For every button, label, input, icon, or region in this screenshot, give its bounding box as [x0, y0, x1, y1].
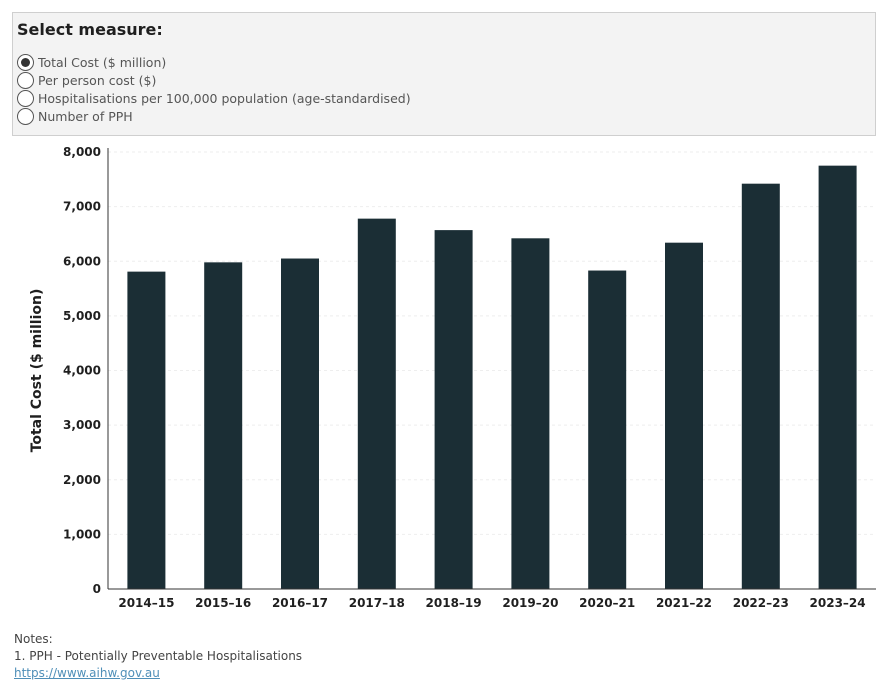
y-tick-label: 4,000 — [63, 364, 101, 378]
bar[interactable] — [127, 271, 166, 589]
option-label-total-cost: Total Cost ($ million) — [38, 54, 167, 70]
bar[interactable] — [511, 238, 550, 589]
option-per-person-cost[interactable]: Per person cost ($) — [17, 71, 156, 89]
bar[interactable] — [204, 262, 243, 589]
bar[interactable] — [588, 270, 627, 589]
y-tick-label: 1,000 — [63, 527, 101, 541]
bar[interactable] — [665, 242, 703, 589]
radio-unselected-icon[interactable] — [17, 89, 34, 107]
notes: Notes: 1. PPH - Potentially Preventable … — [14, 631, 302, 682]
y-tick-label: 2,000 — [63, 473, 101, 487]
x-tick-label: 2017–18 — [349, 596, 405, 610]
option-label-hospitalisations-rate: Hospitalisations per 100,000 population … — [38, 90, 411, 106]
bar-chart: 0 1,000 2,000 3,000 4,000 5,000 6,000 7,000 8,00… — [29, 145, 876, 610]
measure-selector-panel: Select measure: Total Cost ($ million) P… — [12, 12, 876, 136]
y-tick-label: 3,000 — [63, 418, 101, 432]
bars — [127, 165, 857, 589]
x-tick-label: 2014–15 — [118, 596, 174, 610]
bar[interactable] — [434, 230, 473, 589]
x-tick-label: 2018–19 — [426, 596, 482, 610]
measure-selector-title: Select measure: — [17, 20, 163, 39]
y-tick-labels: 0 1,000 2,000 3,000 4,000 5,000 6,000 7,000 8,00… — [63, 145, 101, 596]
option-label-number-of-pph: Number of PPH — [38, 108, 133, 124]
x-tick-label: 2020–21 — [579, 596, 635, 610]
x-tick-label: 2021–22 — [656, 596, 712, 610]
option-hospitalisations-rate[interactable]: Hospitalisations per 100,000 population … — [17, 89, 411, 107]
x-tick-label: 2019–20 — [502, 596, 558, 610]
bar[interactable] — [281, 258, 319, 589]
source-link[interactable]: https://www.aihw.gov.au — [14, 666, 160, 680]
y-tick-label: 7,000 — [63, 200, 101, 214]
y-tick-label: 8,000 — [63, 145, 101, 159]
x-tick-label: 2022–23 — [733, 596, 789, 610]
x-tick-label: 2016–17 — [272, 596, 328, 610]
x-tick-labels: 2014–15 2015–16 2016–17 2017–18 2018–19 2019–… — [118, 596, 865, 610]
option-number-of-pph[interactable]: Number of PPH — [17, 107, 133, 125]
radio-selected-icon[interactable] — [17, 53, 34, 71]
x-tick-label: 2015–16 — [195, 596, 251, 610]
notes-heading: Notes: — [14, 632, 53, 646]
note-item: 1. PPH - Potentially Preventable Hospita… — [14, 649, 303, 663]
bar[interactable] — [818, 165, 857, 589]
bar[interactable] — [741, 183, 780, 589]
y-tick-label: 5,000 — [63, 309, 101, 323]
bar[interactable] — [357, 218, 396, 589]
y-axis-title: Total Cost ($ million) — [29, 289, 45, 453]
y-tick-label: 0 — [93, 582, 101, 596]
y-tick-label: 6,000 — [63, 254, 101, 268]
option-total-cost[interactable]: Total Cost ($ million) — [17, 53, 166, 71]
option-label-per-person-cost: Per person cost ($) — [38, 72, 157, 88]
x-tick-label: 2023–24 — [810, 596, 866, 610]
radio-unselected-icon[interactable] — [17, 71, 34, 89]
axes — [107, 148, 876, 590]
radio-unselected-icon[interactable] — [17, 107, 34, 125]
